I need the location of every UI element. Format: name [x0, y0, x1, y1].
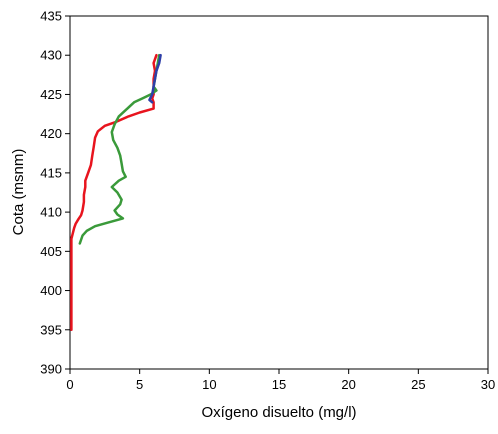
x-tick-label: 25 [411, 377, 425, 392]
x-axis-label: Oxígeno disuelto (mg/l) [201, 404, 356, 421]
y-tick-label: 400 [40, 283, 62, 298]
series-line-1 [70, 53, 158, 332]
y-tick-label: 410 [40, 205, 62, 220]
x-tick-label: 30 [481, 377, 495, 392]
axis-ticks: 0 5 10 15 20 25 30 390 395 400 405 410 415 420 425 430 4… [40, 9, 495, 393]
series-line-3 [148, 53, 162, 104]
x-tick-label: 10 [202, 377, 216, 392]
y-tick-label: 425 [40, 87, 62, 102]
plot-area [69, 15, 489, 370]
x-tick-label: 5 [136, 377, 143, 392]
y-tick-label: 405 [40, 244, 62, 259]
x-tick-label: 20 [341, 377, 355, 392]
x-tick-label: 0 [66, 377, 73, 392]
y-tick-label: 430 [40, 48, 62, 63]
y-tick-label: 415 [40, 165, 62, 180]
x-tick-label: 15 [272, 377, 286, 392]
series-line-2 [78, 53, 161, 245]
y-tick-label: 390 [40, 362, 62, 377]
y-tick-label: 420 [40, 126, 62, 141]
y-tick-label: 435 [40, 9, 62, 24]
y-tick-label: 395 [40, 322, 62, 337]
y-axis-label: Cota (msnm) [10, 149, 27, 236]
series-layer [70, 53, 162, 332]
